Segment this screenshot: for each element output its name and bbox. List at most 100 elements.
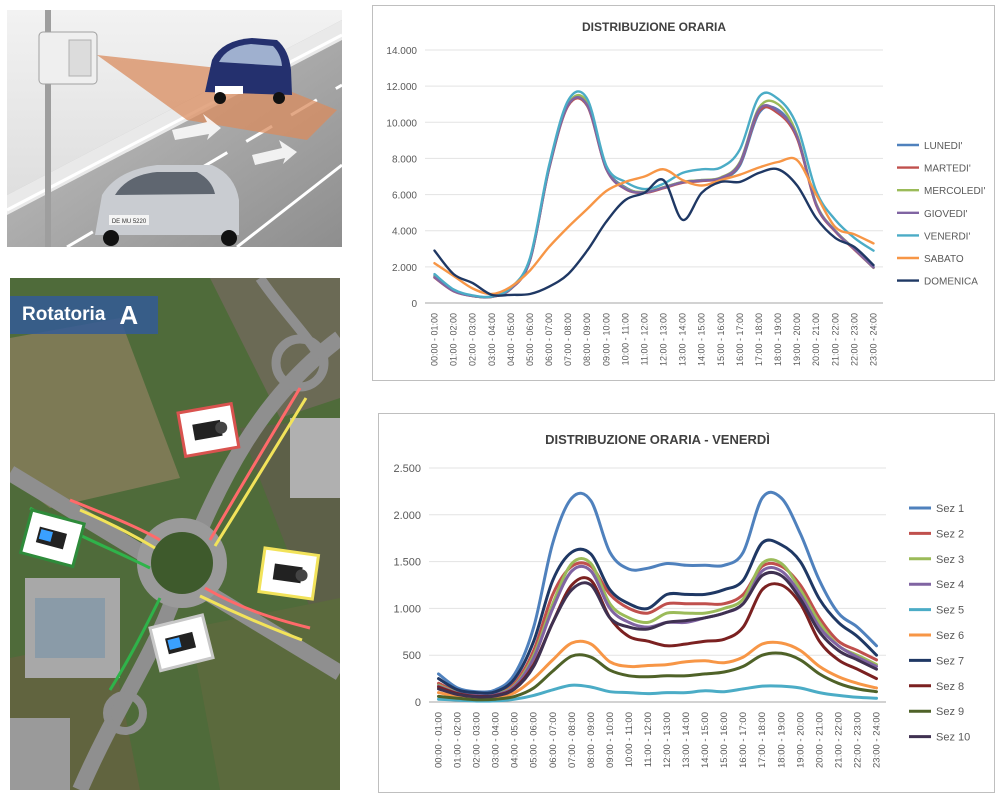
x-tick-label: 04:00 - 05:00 [510, 712, 521, 768]
y-tick-label: 2.000 [392, 263, 417, 274]
y-tick-label: 6.000 [392, 191, 417, 202]
legend-label: Sez 9 [936, 706, 964, 718]
y-tick-label: 2.000 [393, 510, 421, 522]
x-tick-label: 00:00 - 01:00 [430, 313, 440, 366]
x-tick-label: 13:00 - 14:00 [678, 313, 688, 366]
license-plate: DE MU 5220 [112, 219, 147, 225]
legend-label: Sez 5 [936, 605, 964, 617]
x-tick-label: 17:00 - 18:00 [754, 313, 764, 366]
y-tick-label: 8.000 [392, 154, 417, 165]
x-tick-label: 17:00 - 18:00 [757, 712, 768, 768]
x-tick-label: 19:00 - 20:00 [795, 712, 806, 768]
chart-title: DISTRIBUZIONE ORARIA - VENERDÌ [545, 432, 770, 447]
legend-label: Sez 10 [936, 732, 970, 744]
camera-icon [176, 401, 241, 459]
legend-label: GIOVEDI' [924, 209, 968, 220]
weekly-hourly-distribution-chart: DISTRIBUZIONE ORARIA 0 2.000 4.000 6.000 8.00… [372, 5, 995, 381]
map-title-letter: A [119, 299, 139, 330]
x-tick-label: 10:00 - 11:00 [624, 712, 635, 767]
traffic-sensor-illustration: DE MU 5220 [7, 10, 342, 247]
y-tick-label: 4.000 [392, 227, 417, 238]
x-tick-label: 06:00 - 07:00 [548, 712, 559, 768]
camera-icon [148, 613, 215, 673]
chart-1-svg: DISTRIBUZIONE ORARIA 0 2.000 4.000 6.000 8.00… [386, 20, 985, 366]
series-line-8 [437, 576, 878, 699]
x-tick-label: 14:00 - 15:00 [697, 313, 707, 366]
x-tick-label: 21:00 - 22:00 [833, 712, 844, 768]
legend-label: Sez 7 [936, 655, 964, 667]
x-tick-label: 13:00 - 14:00 [681, 712, 692, 768]
x-tick-label: 01:00 - 02:00 [453, 712, 464, 768]
x-tick-label: 12:00 - 13:00 [662, 712, 673, 768]
x-tick-label: 20:00 - 21:00 [811, 313, 821, 366]
legend-label: Sez 6 [936, 630, 964, 642]
legend-label: MARTEDI' [924, 164, 971, 175]
map-title-badge: Rotatoria A [10, 296, 158, 334]
traffic-sensor-photo: DE MU 5220 [7, 10, 342, 247]
x-tick-label: 09:00 - 10:00 [605, 712, 616, 768]
x-tick-label: 06:00 - 07:00 [544, 313, 554, 366]
x-tick-label: 15:00 - 16:00 [719, 712, 730, 768]
x-tick-label: 10:00 - 11:00 [620, 313, 630, 365]
x-tick-label: 16:00 - 17:00 [735, 313, 745, 366]
y-tick-label: 1.000 [393, 603, 421, 615]
x-tick-label: 23:00 - 24:00 [869, 313, 879, 366]
chart-2-svg: DISTRIBUZIONE ORARIA - VENERDÌ 0 500 1.000 1… [393, 432, 970, 768]
x-tick-label: 05:00 - 06:00 [525, 313, 535, 366]
x-tick-label: 20:00 - 21:00 [814, 712, 825, 768]
series-line-10 [437, 570, 878, 699]
camera-icon [18, 508, 86, 569]
x-tick-label: 05:00 - 06:00 [529, 712, 540, 768]
small-roundabout [271, 334, 329, 392]
y-tick-label: 0 [415, 697, 421, 709]
series-line-7 [437, 538, 878, 695]
small-roundabout [103, 691, 147, 735]
x-tick-label: 21:00 - 22:00 [830, 313, 840, 366]
x-tick-label: 04:00 - 05:00 [506, 313, 516, 366]
series-line-6 [433, 156, 875, 296]
x-tick-label: 12:00 - 13:00 [659, 313, 669, 366]
x-tick-label: 03:00 - 04:00 [487, 313, 497, 366]
main-roundabout [137, 518, 227, 608]
series-line-6 [437, 639, 878, 700]
x-tick-label: 08:00 - 09:00 [582, 313, 592, 366]
x-tick-label: 00:00 - 01:00 [434, 712, 445, 768]
x-tick-label: 14:00 - 15:00 [700, 712, 711, 768]
series-line-1 [437, 490, 878, 694]
legend-label: Sez 2 [936, 528, 964, 540]
x-tick-label: 09:00 - 10:00 [601, 313, 611, 366]
series-line-2 [433, 96, 875, 299]
car-blue [205, 38, 292, 104]
x-tick-label: 01:00 - 02:00 [449, 313, 459, 366]
x-tick-label: 18:00 - 19:00 [773, 313, 783, 366]
y-tick-label: 2.500 [393, 463, 421, 475]
x-tick-label: 07:00 - 08:00 [563, 313, 573, 366]
y-tick-label: 500 [403, 650, 421, 662]
y-tick-label: 1.500 [393, 557, 421, 569]
roundabout-aerial-map: Rotatoria A [10, 278, 340, 790]
x-tick-label: 07:00 - 08:00 [567, 712, 578, 768]
y-tick-label: 12.000 [386, 82, 417, 93]
arrow-icon [252, 140, 297, 165]
x-tick-label: 22:00 - 23:00 [852, 712, 863, 768]
legend-label: DOMENICA [924, 277, 978, 288]
legend-label: LUNEDI' [924, 141, 963, 152]
arrow-icon [172, 114, 221, 140]
y-tick-label: 14.000 [386, 46, 417, 57]
x-tick-label: 02:00 - 03:00 [468, 313, 478, 366]
x-tick-label: 23:00 - 24:00 [872, 712, 883, 768]
aerial-map-graphic [10, 278, 340, 790]
legend-label: MERCOLEDI' [924, 186, 985, 197]
series-line-9 [437, 651, 878, 702]
legend-label: VENERDI' [924, 231, 970, 242]
legend-label: Sez 3 [936, 554, 964, 566]
camera-icon [257, 546, 321, 601]
x-tick-label: 11:00 - 12:00 [643, 712, 654, 767]
car-silver: DE MU 5220 [95, 165, 239, 246]
x-tick-label: 08:00 - 09:00 [586, 712, 597, 768]
series-line-7 [433, 167, 875, 297]
y-tick-label: 0 [411, 299, 417, 310]
legend-label: SABATO [924, 254, 964, 265]
legend-label: Sez 8 [936, 681, 964, 693]
friday-sections-hourly-chart: DISTRIBUZIONE ORARIA - VENERDÌ 0 500 1.000 1… [378, 413, 995, 793]
